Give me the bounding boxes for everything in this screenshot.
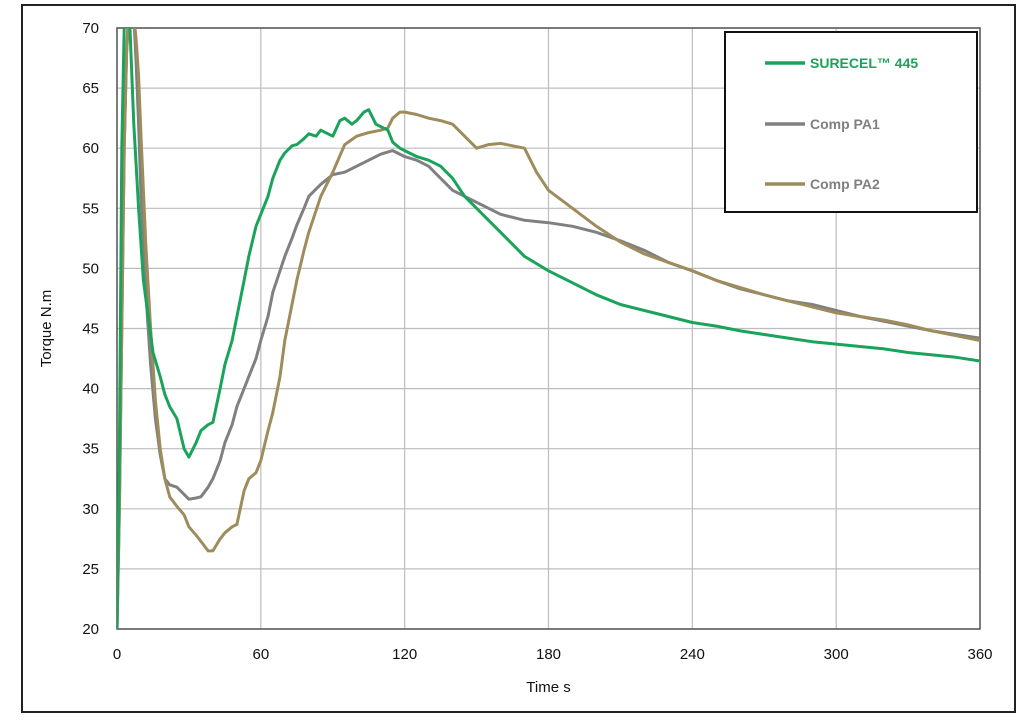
x-tick-label: 240 <box>680 646 705 663</box>
x-tick-label: 180 <box>536 646 561 663</box>
legend-label-1: SURECEL™ 445 <box>810 55 918 71</box>
x-tick-label: 120 <box>392 646 417 663</box>
y-tick-label: 40 <box>82 381 99 398</box>
series-layer <box>117 28 980 629</box>
x-axis-ticks: 0 60 120 180 240 300 360 <box>113 646 993 663</box>
y-tick-label: 25 <box>82 561 99 578</box>
legend-label-2: Comp PA1 <box>810 116 880 132</box>
x-tick-label: 0 <box>113 646 121 663</box>
legend-label-3: Comp PA2 <box>810 176 880 192</box>
y-tick-label: 60 <box>82 140 99 157</box>
x-axis-label: Time s <box>526 679 570 696</box>
y-tick-label: 65 <box>82 80 99 97</box>
y-tick-label: 55 <box>82 200 99 217</box>
series-line-3 <box>117 28 980 629</box>
chart-frame <box>21 4 1016 713</box>
y-tick-label: 70 <box>82 20 99 37</box>
x-tick-label: 60 <box>252 646 269 663</box>
x-tick-label: 300 <box>824 646 849 663</box>
y-tick-label: 20 <box>82 621 99 638</box>
y-tick-label: 50 <box>82 260 99 277</box>
grid-lines <box>116 27 981 630</box>
y-tick-label: 35 <box>82 441 99 458</box>
x-tick-label: 360 <box>967 646 992 663</box>
y-axis-ticks: 20 25 30 35 40 45 50 55 60 65 70 <box>82 20 99 638</box>
y-tick-label: 30 <box>82 501 99 518</box>
legend: SURECEL™ 445 Comp PA1 Comp PA2 <box>724 31 978 213</box>
y-tick-label: 45 <box>82 321 99 338</box>
y-axis-label: Torque N.m <box>38 290 55 368</box>
series-line-1 <box>117 28 980 629</box>
plot-area-border <box>116 27 981 630</box>
